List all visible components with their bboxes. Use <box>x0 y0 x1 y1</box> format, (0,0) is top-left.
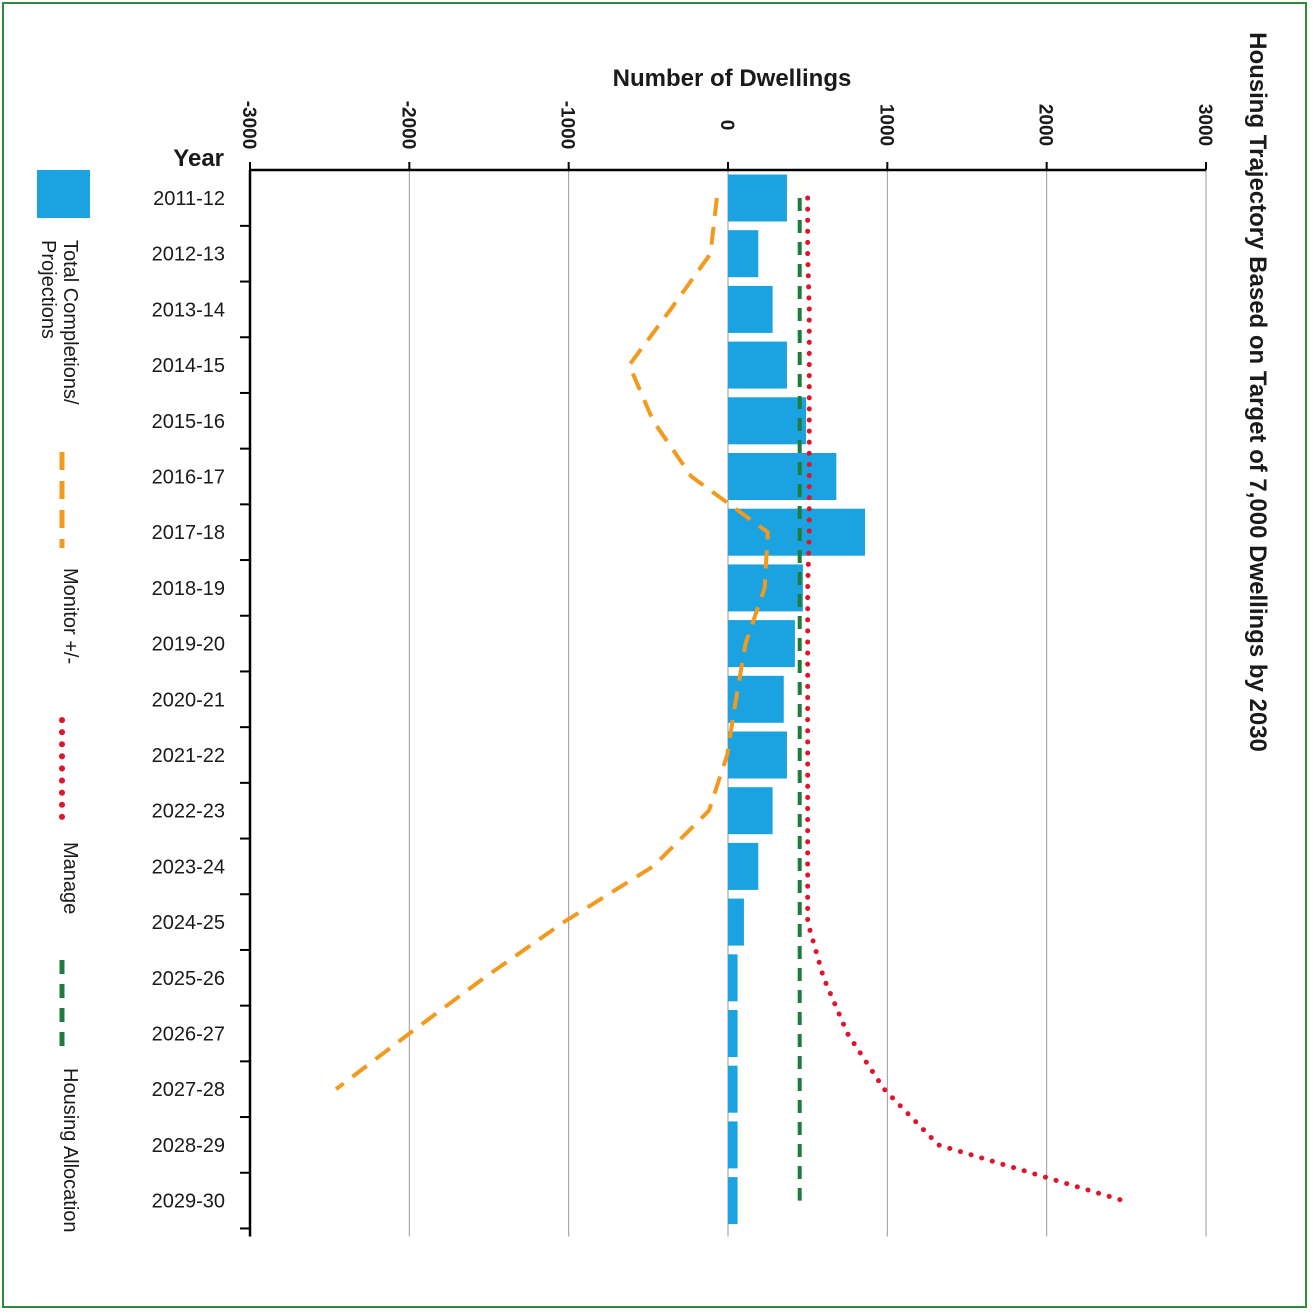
bar <box>728 1121 738 1169</box>
bar <box>728 620 795 668</box>
series-line <box>334 197 770 1091</box>
category-label: 2028-29 <box>152 1135 225 1157</box>
bar <box>728 731 787 779</box>
category-label: 2018-19 <box>152 578 225 600</box>
bar <box>728 174 787 222</box>
bar <box>728 341 787 389</box>
value-tick-label: 3000 <box>1194 104 1215 146</box>
category-label: 2013-14 <box>152 299 225 321</box>
legend-label: Manage <box>59 842 81 914</box>
bar <box>728 1010 738 1057</box>
category-label: 2019-20 <box>152 634 225 656</box>
chart-title: Housing Trajectory Based on Target of 7,… <box>1244 32 1271 752</box>
legend: Total Completions/Projections Monitor +/-… <box>37 170 90 1233</box>
category-label: 2027-28 <box>152 1079 225 1101</box>
value-tick-label: -2000 <box>397 101 418 150</box>
axes <box>240 162 1207 1237</box>
category-label: 2021-22 <box>152 745 225 767</box>
category-label: 2026-27 <box>152 1024 225 1046</box>
value-tick-label: -3000 <box>238 101 259 150</box>
legend-label: Housing Allocation <box>59 1068 81 1233</box>
category-label: 2020-21 <box>152 689 225 711</box>
bar <box>728 230 759 278</box>
category-label: 2014-15 <box>152 355 225 377</box>
bar <box>728 954 738 1002</box>
category-label: 2024-25 <box>152 912 225 934</box>
category-label: 2012-13 <box>152 244 225 266</box>
lines <box>334 195 1126 1204</box>
bar <box>728 787 773 835</box>
value-tick-label: 1000 <box>875 104 896 146</box>
bar <box>728 1177 738 1225</box>
legend-swatch <box>37 170 90 218</box>
category-label: 2022-23 <box>152 801 225 823</box>
bar <box>728 898 744 946</box>
year-header: Year <box>173 145 224 172</box>
category-label: 2023-24 <box>152 856 225 878</box>
value-tick-label: 0 <box>716 120 737 131</box>
labels: -3000 -2000 -1000 0 1000 2000 3000 2011-12 2012-… <box>152 101 1215 1213</box>
bar <box>728 285 773 333</box>
value-tick-label: -1000 <box>557 101 578 150</box>
category-label: 2011-12 <box>153 188 225 210</box>
bar <box>728 397 807 445</box>
category-label: 2016-17 <box>152 467 225 489</box>
bars <box>728 174 866 1225</box>
series-line <box>805 195 1126 1204</box>
bar <box>728 508 866 556</box>
category-label: 2025-26 <box>152 968 225 990</box>
legend-label: Monitor +/- <box>59 568 81 664</box>
category-label: 2015-16 <box>152 411 225 433</box>
category-label: 2017-18 <box>152 522 225 544</box>
bar <box>728 1065 738 1113</box>
value-tick-label: 2000 <box>1035 104 1056 146</box>
legend-label: Total Completions/Projections <box>37 240 81 405</box>
category-label: 2029-30 <box>152 1191 225 1213</box>
value-axis-title: Number of Dwellings <box>613 65 852 92</box>
bar <box>728 453 837 500</box>
bar <box>728 842 759 890</box>
